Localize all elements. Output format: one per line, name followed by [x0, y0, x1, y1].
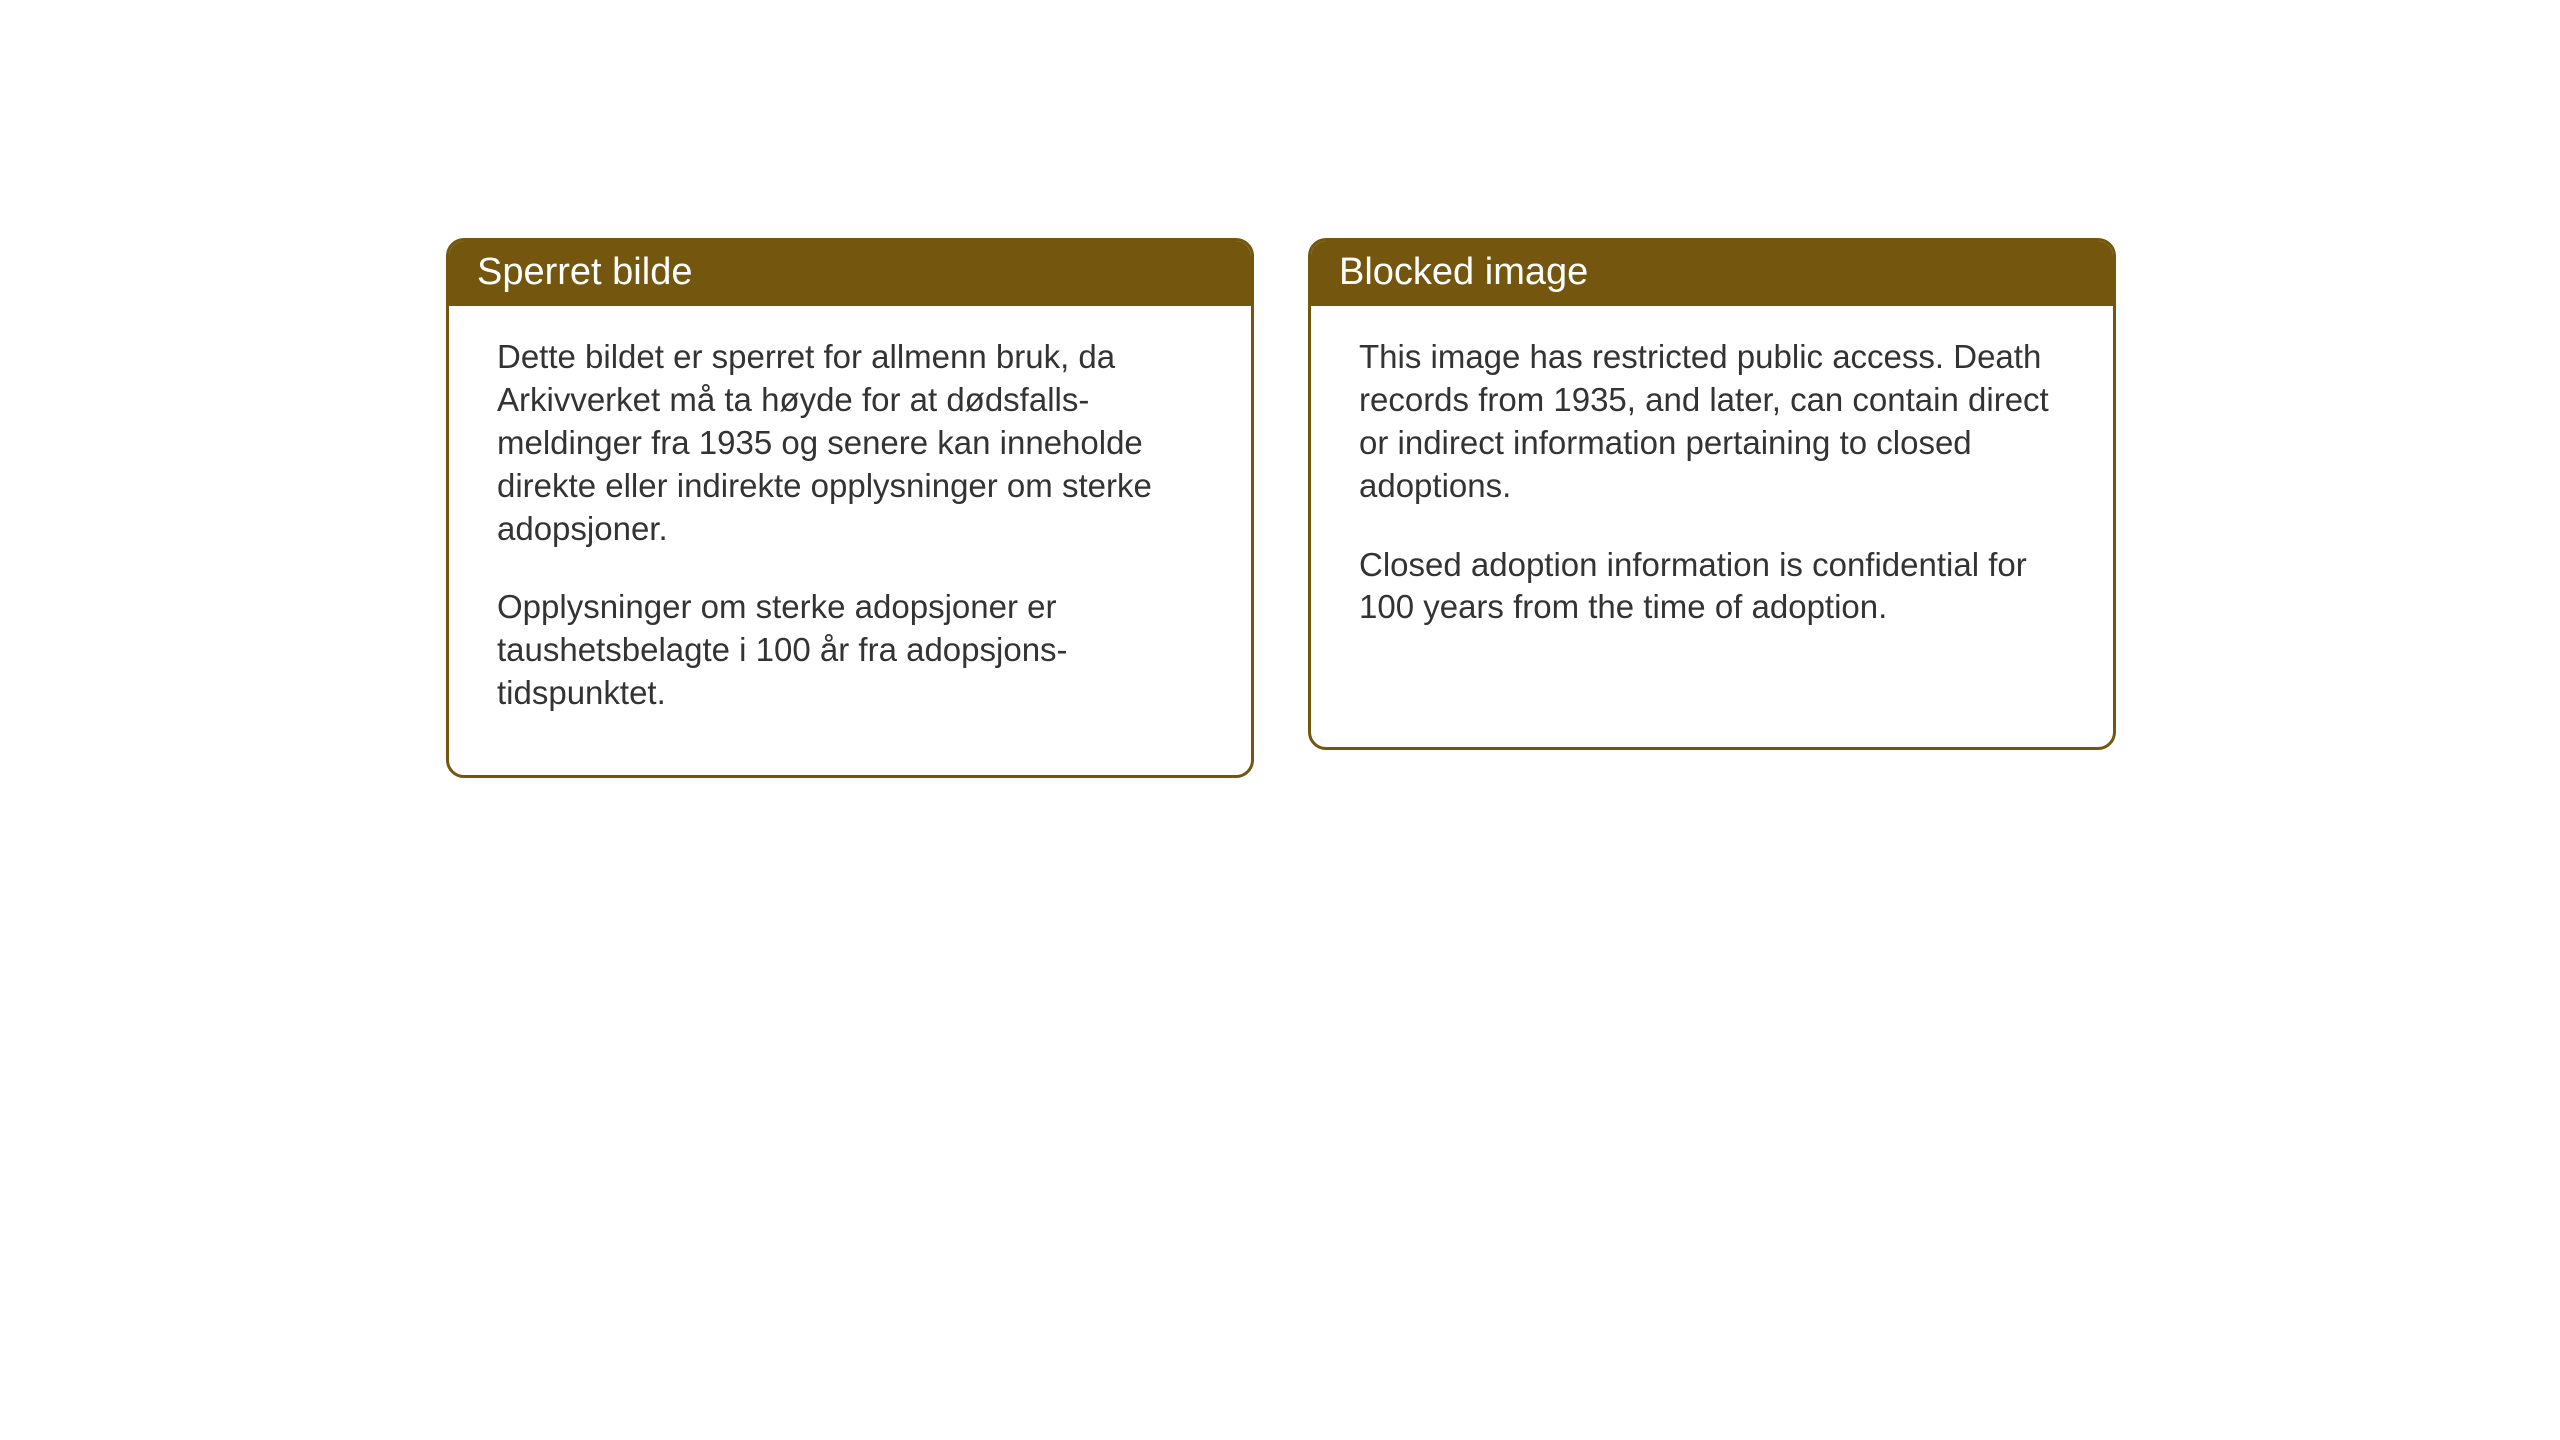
notice-header-norwegian: Sperret bilde — [449, 241, 1251, 306]
notice-body-norwegian: Dette bildet er sperret for allmenn bruk… — [449, 306, 1251, 775]
notice-paragraph-2-norwegian: Opplysninger om sterke adopsjoner er tau… — [497, 586, 1211, 715]
notice-header-english: Blocked image — [1311, 241, 2113, 306]
notice-card-english: Blocked image This image has restricted … — [1308, 238, 2116, 750]
notice-container: Sperret bilde Dette bildet er sperret fo… — [0, 0, 2560, 778]
notice-card-norwegian: Sperret bilde Dette bildet er sperret fo… — [446, 238, 1254, 778]
notice-paragraph-1-english: This image has restricted public access.… — [1359, 336, 2073, 508]
notice-paragraph-1-norwegian: Dette bildet er sperret for allmenn bruk… — [497, 336, 1211, 550]
notice-paragraph-2-english: Closed adoption information is confident… — [1359, 544, 2073, 630]
notice-body-english: This image has restricted public access.… — [1311, 306, 2113, 689]
